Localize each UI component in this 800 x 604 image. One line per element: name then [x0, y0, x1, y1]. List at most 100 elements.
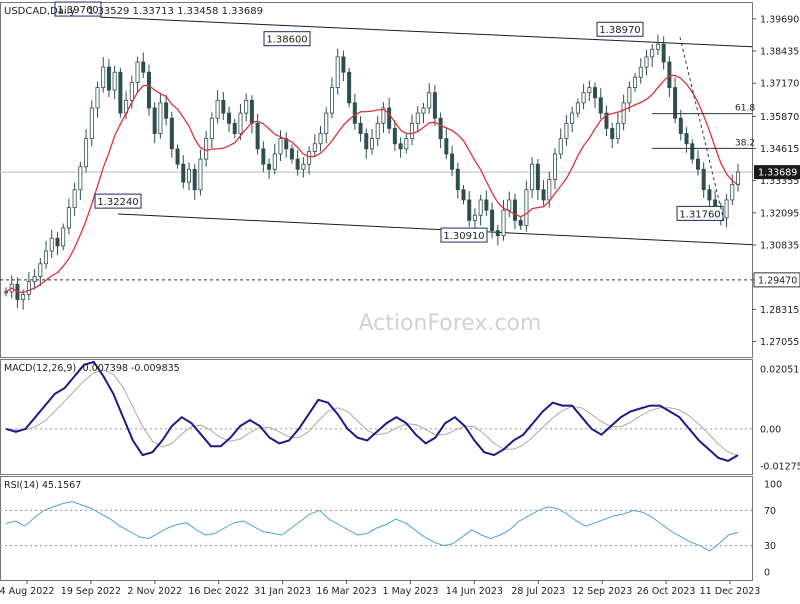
candle-body: [667, 61, 672, 88]
x-tick-label: 19 Sep 2022: [61, 586, 121, 597]
y-tick-label: 1.32095: [760, 208, 799, 219]
candle-body: [38, 263, 43, 277]
candle-body: [135, 61, 140, 83]
rsi-panel-frame: [0, 476, 753, 581]
candle-body: [227, 112, 232, 124]
macd-main-line: [5, 360, 739, 462]
price-annotation-box: [440, 227, 488, 243]
candle-body: [593, 87, 598, 99]
candle-body: [570, 112, 575, 124]
candle-body: [21, 294, 26, 300]
candle-body: [541, 189, 546, 201]
channel-upper-trendline: [99, 16, 753, 48]
rsi-y-tick-label: 0: [764, 568, 770, 579]
candle-body: [44, 250, 49, 265]
retracement-diagonal: [679, 37, 725, 222]
candle-body: [364, 133, 369, 150]
candle-body: [324, 112, 329, 134]
support-badge: [753, 272, 800, 288]
candle-body: [455, 168, 460, 191]
candle-body: [112, 71, 117, 91]
price-annotation-label: 1.38970: [599, 25, 640, 36]
candle-body: [564, 122, 569, 140]
candle-body: [341, 56, 346, 73]
candle-body: [289, 148, 294, 160]
y-tick-label: 1.37170: [760, 79, 799, 90]
x-tick-label: 26 Oct 2023: [637, 586, 696, 597]
candle-body: [284, 138, 289, 150]
candle-body: [267, 163, 272, 170]
candle-body: [495, 230, 500, 237]
y-tick-label: 1.27055: [760, 337, 799, 348]
candle-body: [444, 138, 449, 155]
candle-body: [610, 128, 615, 140]
y-tick-label: 1.38435: [760, 46, 799, 57]
candle-body: [410, 122, 415, 140]
candle-body: [467, 199, 472, 221]
x-tick-label: 4 Aug 2022: [0, 586, 54, 597]
candle-body: [707, 189, 712, 201]
candle-body: [507, 199, 512, 211]
rsi-y-tick-label: 100: [764, 480, 782, 491]
candle-body: [347, 71, 352, 104]
candle-body: [232, 122, 237, 134]
candle-body: [278, 138, 283, 155]
current-price-badge: [754, 165, 800, 180]
candle-body: [261, 148, 266, 165]
candle-body: [490, 209, 495, 231]
candle-body: [129, 82, 134, 101]
candle-body: [615, 122, 620, 140]
candle-body: [141, 61, 146, 73]
candle-body: [238, 112, 243, 134]
candle-body: [478, 199, 483, 216]
candle-body: [553, 153, 558, 180]
fib-level-label: 38.2: [735, 138, 755, 148]
candle-body: [558, 138, 563, 155]
candle-body: [724, 199, 729, 219]
price-annotation-box: [676, 205, 724, 221]
chart-ohlc: 1.33529 1.33713 1.33458 1.33689: [88, 6, 263, 17]
macd-y-tick-label: 0.020518: [760, 365, 800, 376]
channel-lower-trendline: [117, 213, 753, 246]
candle-body: [49, 237, 54, 252]
candle-body: [55, 237, 60, 247]
candle-body: [255, 122, 260, 150]
candle-body: [352, 102, 357, 124]
candle-body: [621, 102, 626, 124]
candle-body: [535, 163, 540, 191]
x-tick-label: 1 May 2023: [383, 586, 439, 597]
candle-body: [518, 219, 523, 226]
candle-body: [427, 92, 432, 109]
candle-body: [575, 102, 580, 114]
support-label: 1.29470: [758, 275, 797, 286]
candle-body: [392, 128, 397, 145]
candle-body: [61, 227, 66, 247]
rsi-y-tick-label: 70: [764, 506, 776, 517]
candle-body: [89, 107, 94, 140]
candle-body: [164, 102, 169, 119]
x-tick-label: 14 Jun 2023: [446, 586, 503, 597]
candle-body: [701, 168, 706, 191]
current-price-label: 1.33689: [758, 168, 797, 179]
candle-body: [633, 76, 638, 88]
candle-body: [209, 117, 214, 140]
candle-body: [604, 112, 609, 129]
candle-body: [358, 122, 363, 134]
candle-body: [678, 117, 683, 134]
y-tick-label: 1.35870: [760, 112, 799, 123]
candle-body: [32, 276, 37, 283]
candle-body: [329, 87, 334, 114]
candle-body: [673, 87, 678, 119]
rsi-title: RSI(14) 45.1567: [4, 480, 81, 491]
x-tick-label: 16 Dec 2022: [188, 586, 249, 597]
price-annotation-box: [263, 31, 311, 47]
macd-panel-frame: [0, 359, 753, 475]
candle-body: [404, 138, 409, 150]
price-annotation-label: 1.31760: [679, 209, 720, 220]
candle-body: [312, 143, 317, 152]
moving-average-line: [5, 74, 739, 294]
candle-body: [450, 153, 455, 170]
watermark: ActionForex.com: [359, 311, 542, 336]
